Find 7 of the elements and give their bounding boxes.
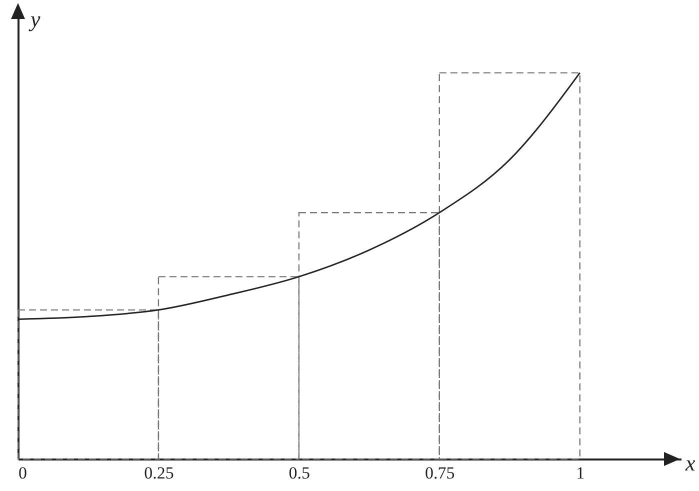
x-tick-label: 0.25 [144,464,174,482]
x-tick-label: 1 [576,464,585,482]
y-axis-title: y [28,6,40,32]
x-tick-label: 0.5 [288,464,310,482]
x-tick-label: 0 [18,464,27,482]
x-axis-title: x [684,450,696,476]
x-tick-label: 0.75 [425,464,455,482]
